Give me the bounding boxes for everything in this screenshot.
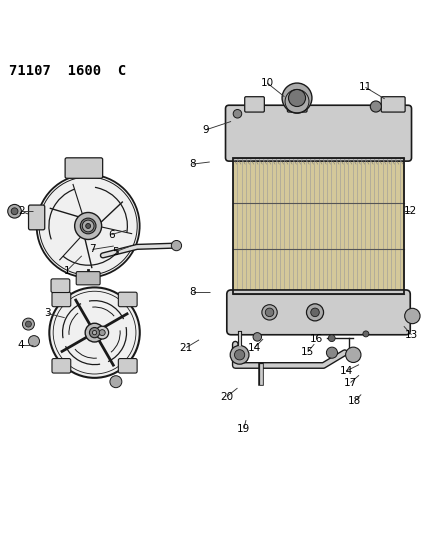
Text: 19: 19 <box>237 424 250 434</box>
Circle shape <box>262 305 277 320</box>
FancyBboxPatch shape <box>226 105 411 161</box>
Circle shape <box>37 174 140 278</box>
Text: 6: 6 <box>108 230 115 239</box>
Circle shape <box>171 240 181 251</box>
Text: 18: 18 <box>348 396 361 406</box>
FancyBboxPatch shape <box>52 359 71 373</box>
Circle shape <box>11 208 18 215</box>
Circle shape <box>99 329 105 336</box>
Text: 7: 7 <box>89 245 96 254</box>
Text: 4: 4 <box>18 341 24 350</box>
Circle shape <box>345 347 361 362</box>
Circle shape <box>86 223 91 229</box>
Circle shape <box>28 336 39 346</box>
Circle shape <box>363 331 369 337</box>
FancyBboxPatch shape <box>227 290 410 335</box>
Text: 17: 17 <box>344 377 357 387</box>
Bar <box>233 158 404 294</box>
Circle shape <box>265 308 274 317</box>
Text: 20: 20 <box>220 392 233 402</box>
Text: 9: 9 <box>202 125 209 135</box>
Text: 3: 3 <box>45 309 51 318</box>
Ellipse shape <box>80 218 96 234</box>
Text: 8: 8 <box>189 159 196 169</box>
Text: 14: 14 <box>340 366 353 376</box>
Text: 13: 13 <box>405 330 418 340</box>
Circle shape <box>25 321 31 327</box>
Text: 15: 15 <box>301 347 315 357</box>
FancyBboxPatch shape <box>381 96 405 112</box>
FancyBboxPatch shape <box>119 292 137 306</box>
Ellipse shape <box>74 213 101 239</box>
FancyBboxPatch shape <box>51 279 70 293</box>
Circle shape <box>235 350 245 360</box>
Circle shape <box>288 90 306 107</box>
Circle shape <box>22 318 34 330</box>
Circle shape <box>253 333 262 341</box>
Circle shape <box>327 347 338 358</box>
Text: 5: 5 <box>113 247 119 256</box>
Bar <box>233 158 404 294</box>
Text: 16: 16 <box>310 334 323 344</box>
Text: 21: 21 <box>180 343 193 352</box>
Circle shape <box>282 83 312 113</box>
Circle shape <box>110 376 122 387</box>
FancyBboxPatch shape <box>76 272 100 285</box>
Circle shape <box>306 304 324 321</box>
FancyBboxPatch shape <box>29 205 45 230</box>
Text: 8: 8 <box>189 287 196 297</box>
Circle shape <box>92 330 97 335</box>
FancyBboxPatch shape <box>119 359 137 373</box>
FancyBboxPatch shape <box>245 96 265 112</box>
Circle shape <box>405 308 420 324</box>
Circle shape <box>311 308 319 317</box>
Text: 71107  1600  C: 71107 1600 C <box>9 64 127 78</box>
Circle shape <box>49 287 140 378</box>
Text: 14: 14 <box>248 343 261 352</box>
Circle shape <box>96 326 109 339</box>
FancyBboxPatch shape <box>52 292 71 306</box>
Circle shape <box>82 220 94 232</box>
Circle shape <box>85 323 104 342</box>
Circle shape <box>89 327 100 338</box>
Text: 2: 2 <box>18 206 24 216</box>
Circle shape <box>370 101 381 112</box>
Circle shape <box>8 205 21 218</box>
Text: 1: 1 <box>63 266 70 276</box>
Text: 10: 10 <box>261 78 274 88</box>
FancyBboxPatch shape <box>65 158 103 179</box>
Text: 12: 12 <box>404 206 417 216</box>
Circle shape <box>233 109 242 118</box>
Circle shape <box>230 345 249 364</box>
Circle shape <box>328 335 335 342</box>
Text: 11: 11 <box>359 82 372 92</box>
FancyBboxPatch shape <box>287 96 307 112</box>
